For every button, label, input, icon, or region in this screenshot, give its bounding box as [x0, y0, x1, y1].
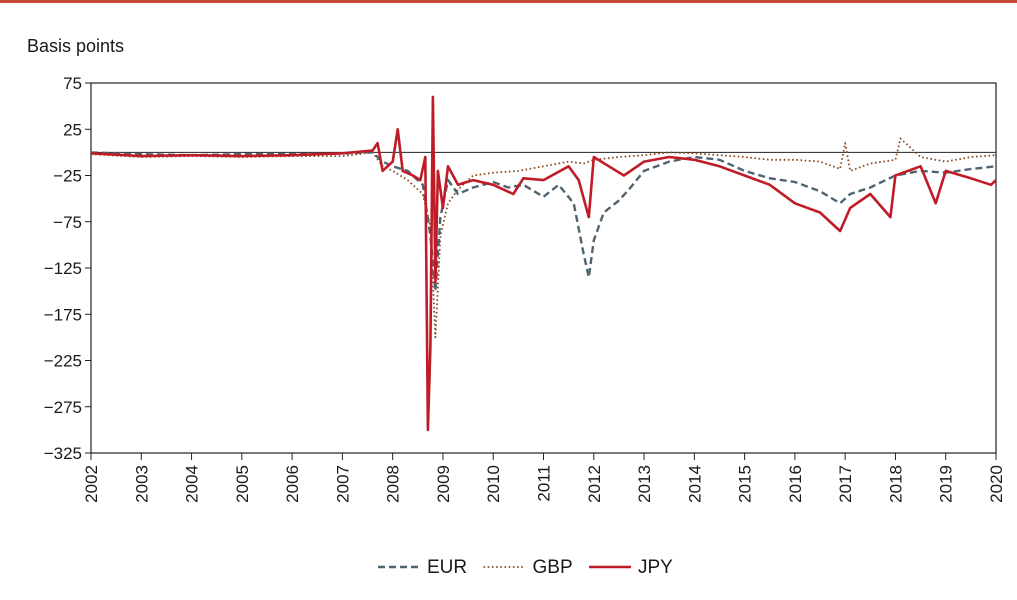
- x-tick-label: 2019: [937, 465, 956, 503]
- x-tick-label: 2011: [535, 465, 554, 502]
- x-tick-label: 2013: [635, 465, 654, 503]
- series-line-gbp: [91, 137, 996, 339]
- series-line-jpy: [91, 95, 996, 432]
- x-tick-label: 2003: [132, 465, 151, 503]
- y-tick-label: −25: [53, 167, 82, 186]
- x-tick-label: 2006: [283, 465, 302, 503]
- y-tick-label: −325: [44, 444, 82, 463]
- top-accent-bar: [0, 0, 1017, 3]
- x-tick-label: 2008: [384, 465, 403, 503]
- x-tick-label: 2005: [233, 465, 252, 503]
- legend-label-gbp: GBP: [533, 557, 573, 578]
- y-tick-label: −275: [44, 398, 82, 417]
- x-tick-label: 2007: [333, 465, 352, 503]
- x-tick-label: 2014: [685, 465, 704, 503]
- y-tick-label: 75: [63, 74, 82, 93]
- x-tick-label: 2017: [836, 465, 855, 503]
- x-tick-label: 2010: [484, 465, 503, 503]
- x-tick-label: 2002: [82, 465, 101, 503]
- x-tick-label: 2012: [585, 465, 604, 503]
- y-axis-label: Basis points: [27, 36, 124, 56]
- x-tick-label: 2016: [786, 465, 805, 503]
- y-tick-label: −175: [44, 305, 82, 324]
- y-tick-label: −225: [44, 352, 82, 371]
- y-tick-label: −75: [53, 213, 82, 232]
- legend-label-jpy: JPY: [638, 557, 673, 578]
- series-line-eur: [91, 151, 996, 293]
- y-tick-label: 25: [63, 120, 82, 139]
- legend-label-eur: EUR: [427, 557, 467, 578]
- y-tick-label: −125: [44, 259, 82, 278]
- x-tick-label: 2009: [434, 465, 453, 503]
- x-tick-label: 2004: [183, 465, 202, 503]
- x-tick-label: 2015: [736, 465, 755, 503]
- plot-frame: [90, 82, 997, 454]
- x-tick-label: 2020: [987, 465, 1006, 503]
- legend: EUR GBP JPY: [378, 557, 673, 578]
- x-tick-label: 2018: [886, 465, 905, 503]
